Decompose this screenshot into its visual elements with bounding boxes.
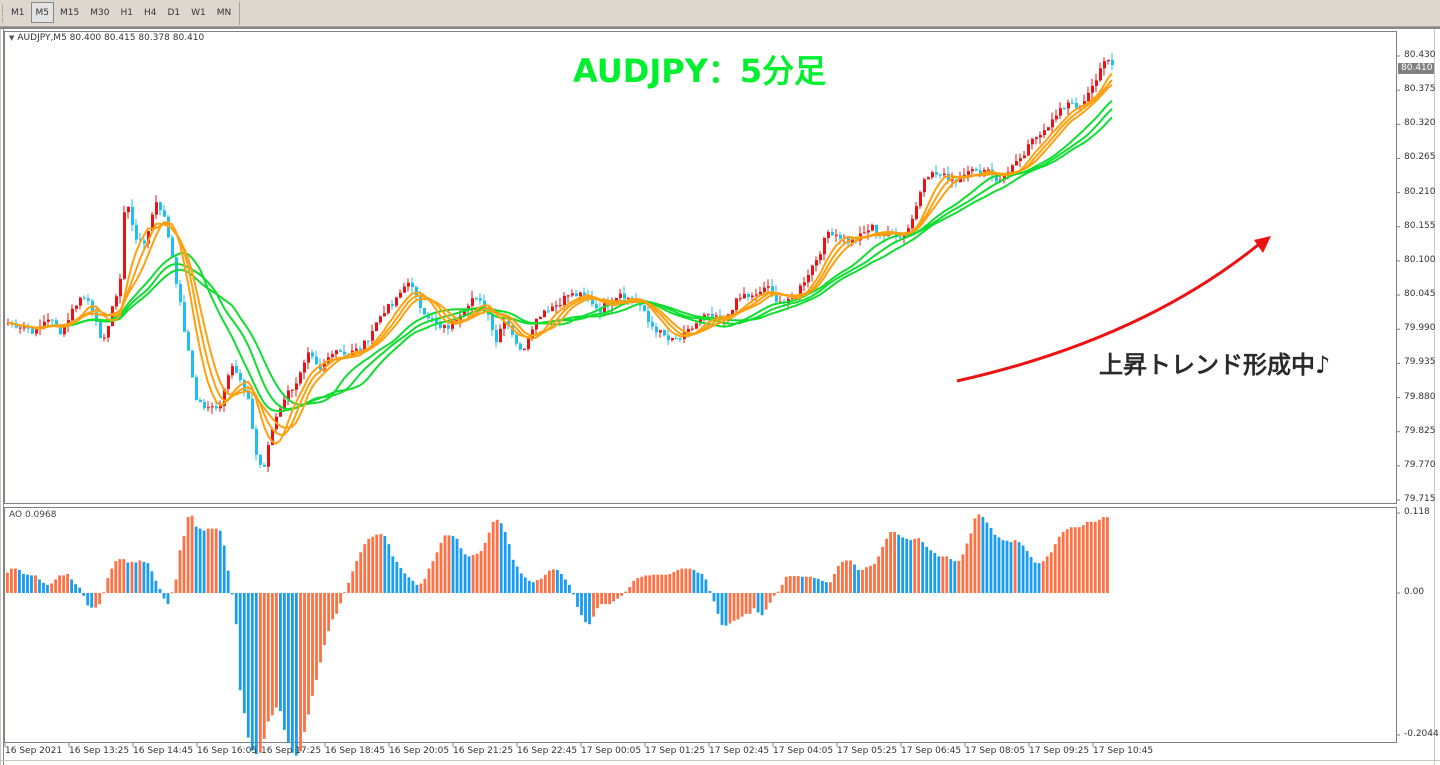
time-axis-label: 17 Sep 00:05: [581, 746, 642, 756]
timeframe-button-m5[interactable]: M5: [30, 2, 54, 23]
timeframe-button-h1[interactable]: H1: [120, 8, 133, 18]
ao-axis-label: -0.2044: [1404, 729, 1439, 739]
chart-header: ▼ AUDJPY,M5 80.400 80.415 80.378 80.410: [9, 33, 204, 43]
time-axis-label: 16 Sep 17:25: [261, 746, 322, 756]
time-axis-label: 16 Sep 20:05: [389, 746, 450, 756]
price-axis-label: 80.320: [1404, 118, 1436, 129]
time-axis-label: 17 Sep 10:45: [1093, 746, 1154, 756]
trend-annotation: 上昇トレンド形成中♪: [1099, 351, 1331, 379]
price-axis-label: 79.825: [1404, 425, 1436, 436]
price-panel-frame: [4, 31, 1397, 504]
time-axis-label: 17 Sep 04:05: [773, 746, 834, 756]
timeframe-button-w1[interactable]: W1: [191, 8, 206, 18]
ma-short-1: [7, 72, 1113, 445]
candlesticks: [7, 52, 1114, 473]
ma-long-3: [7, 116, 1113, 406]
price-axis-label: 80.265: [1404, 152, 1436, 163]
time-axis-label: 16 Sep 18:45: [325, 746, 386, 756]
price-axis-label: 79.935: [1404, 357, 1436, 368]
time-axis-label: 17 Sep 06:45: [901, 746, 962, 756]
price-axis-label: 79.880: [1404, 391, 1436, 402]
price-axis-label: 80.155: [1404, 220, 1436, 231]
time-axis-label: 16 Sep 16:05: [197, 746, 258, 756]
price-axis-label: 80.100: [1404, 254, 1436, 265]
time-axis-label: 16 Sep 2021: [5, 746, 63, 756]
price-axis-label: 79.715: [1404, 494, 1436, 504]
timeframe-button-h4[interactable]: H4: [143, 8, 157, 18]
time-axis-label: 17 Sep 09:25: [1029, 746, 1090, 756]
price-axis-label: 80.210: [1404, 186, 1436, 197]
ao-histogram: [6, 514, 1109, 756]
timeframe-button-m30[interactable]: M30: [90, 8, 110, 18]
trend-arrow-line: [956, 243, 1259, 383]
timeframe-button-m1[interactable]: M1: [11, 8, 25, 18]
ma-short-2: [7, 79, 1113, 436]
timeframe-button-m15[interactable]: M15: [60, 8, 80, 18]
symbol-ohlc-label: AUDJPY,M5 80.400 80.415 80.378 80.410: [17, 33, 205, 43]
price-axis-label: 80.375: [1404, 84, 1436, 95]
trend-arrow-head-icon: [1254, 236, 1271, 253]
ao-axis-label: 0.118: [1404, 507, 1430, 517]
chart-left-border: [0, 29, 4, 765]
time-axis-label: 17 Sep 02:45: [709, 746, 770, 756]
time-axis-label: 16 Sep 22:45: [517, 746, 578, 756]
time-axis-label: 17 Sep 01:25: [645, 746, 706, 756]
timeframe-toolbar: M1 M5 M15 M30 H1 H4 D1 W1 MN: [0, 0, 1440, 27]
toolbar-grip-handle[interactable]: [2, 5, 5, 22]
last-price-label: 80.410: [1398, 63, 1434, 74]
ma-short-3: [7, 83, 1113, 429]
time-axis-label: 17 Sep 05:25: [837, 746, 898, 756]
time-axis-label: 16 Sep 21:25: [453, 746, 514, 756]
time-axis-label: 16 Sep 13:25: [69, 746, 130, 756]
ma-long-2: [7, 108, 1113, 411]
collapse-triangle-icon[interactable]: ▼: [9, 34, 15, 42]
chart-title-annotation: AUDJPY：5分足: [573, 52, 827, 90]
timeframe-button-mn[interactable]: MN: [216, 8, 232, 18]
time-axis-label: 16 Sep 14:45: [133, 746, 194, 756]
timeframe-button-group: M1 M5 M15 M30 H1 H4 D1 W1 MN: [6, 2, 241, 25]
ao-indicator-header: AO 0.0968: [9, 510, 57, 520]
ao-panel-frame: [4, 507, 1397, 743]
ao-axis-label: 0.00: [1404, 587, 1425, 597]
ma-long-1: [7, 99, 1113, 413]
price-axis-label: 79.770: [1404, 459, 1436, 470]
price-axis-label: 80.430: [1404, 50, 1436, 60]
timeframe-button-d1[interactable]: D1: [167, 8, 181, 18]
time-axis-label: 17 Sep 08:05: [965, 746, 1026, 756]
price-axis-label: 80.045: [1404, 289, 1436, 300]
price-axis-label: 79.990: [1404, 323, 1436, 334]
